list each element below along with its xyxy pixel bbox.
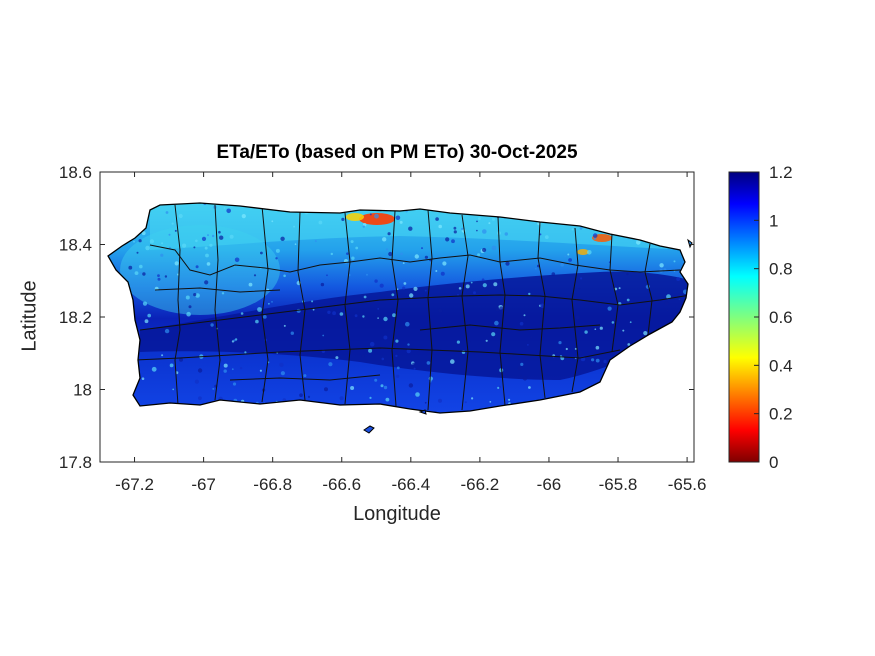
puerto-rico-island (107, 202, 693, 434)
colorbar-tick-label: 0.6 (769, 308, 793, 327)
colorbar-tick-label: 0.2 (769, 405, 793, 424)
speckle-noise (128, 203, 688, 413)
islet-caja-de-muertos (363, 425, 375, 434)
x-tick-label: -66.6 (322, 475, 361, 494)
x-tick-label: -66 (537, 475, 562, 494)
y-tick-label: 18 (73, 381, 92, 400)
y-tick-label: 18.6 (59, 163, 92, 182)
west-lobe (120, 225, 280, 315)
municipal-boundaries (134, 204, 688, 411)
hotspot-northeast-2 (577, 249, 589, 255)
y-tick-label: 17.8 (59, 453, 92, 472)
x-tick-label: -65.6 (668, 475, 707, 494)
islet-south (418, 409, 427, 415)
x-axis-label: Longitude (353, 503, 441, 525)
colorbar-tick-label: 0.8 (769, 260, 793, 279)
x-axis-ticks: -67.2 -67 -66.8 -66.6 -66.4 -66.2 -66 -65.8 -65.… (115, 172, 706, 494)
y-axis-ticks: 18.6 18.4 18.2 18 17.8 (59, 163, 694, 472)
island-outline (107, 202, 689, 414)
colorbar: 1.2 1 0.8 0.6 0.4 0.2 0 (728, 163, 793, 472)
colorbar-tick-label: 1 (769, 211, 778, 230)
x-tick-label: -66.2 (461, 475, 500, 494)
hotspot-north (359, 213, 395, 225)
x-tick-label: -67 (191, 475, 216, 494)
x-tick-label: -66.4 (391, 475, 430, 494)
map-title: ETa/ETo (based on PM ETo) 30-Oct-2025 (216, 142, 578, 163)
y-tick-label: 18.2 (59, 308, 92, 327)
x-tick-label: -66.8 (253, 475, 292, 494)
x-tick-label: -65.8 (599, 475, 638, 494)
colorbar-tick-label: 0.4 (769, 356, 793, 375)
colorbar-tick-label: 0 (769, 453, 778, 472)
colorbar-ticks: 1.2 1 0.8 0.6 0.4 0.2 0 (754, 163, 793, 472)
colorbar-tick-label: 1.2 (769, 163, 793, 182)
hotspot-north-yellow (346, 213, 364, 221)
x-tick-label: -67.2 (115, 475, 154, 494)
y-tick-label: 18.4 (59, 236, 92, 255)
